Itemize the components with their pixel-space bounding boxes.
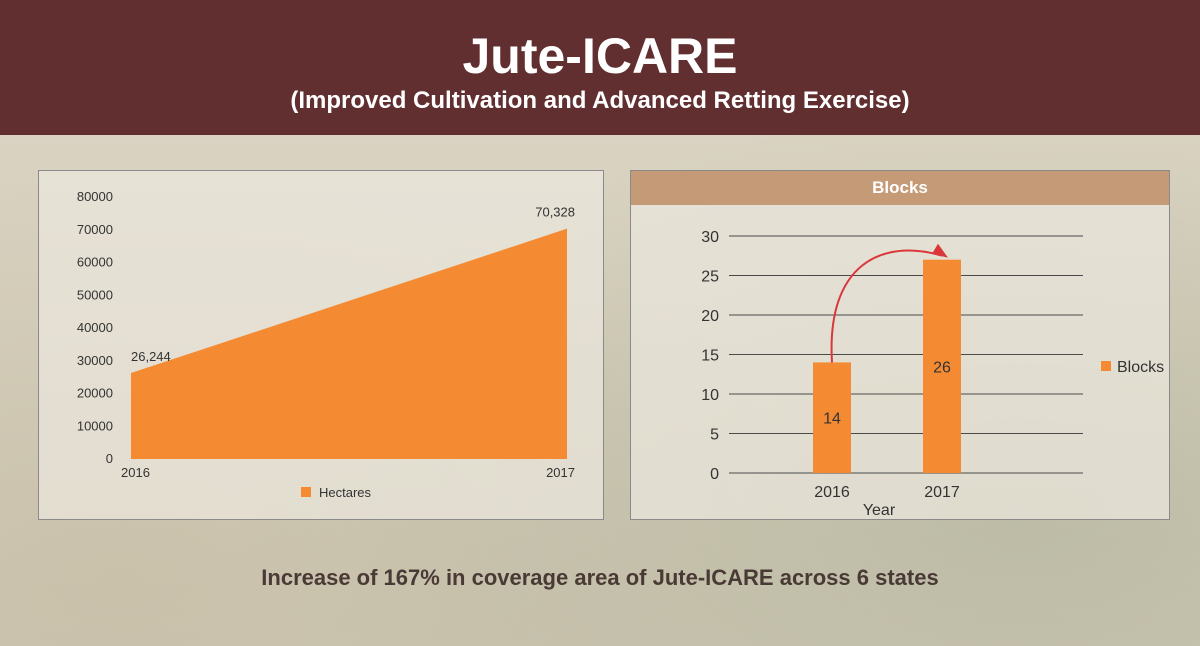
blocks-chart-title: Blocks xyxy=(631,171,1169,205)
data-label: 26,244 xyxy=(131,349,171,364)
x-tick-label: 2017 xyxy=(546,465,575,480)
y-tick-label: 15 xyxy=(701,348,719,365)
coverage-caption: Increase of 167% in coverage area of Jut… xyxy=(261,565,939,590)
legend-label: Blocks xyxy=(1117,359,1164,376)
y-tick-label: 0 xyxy=(710,466,719,483)
y-tick-label: 50000 xyxy=(77,287,113,302)
legend-swatch xyxy=(1101,361,1111,371)
y-tick-label: 0 xyxy=(106,451,113,466)
y-tick-label: 10 xyxy=(701,387,719,404)
x-axis-title: Year xyxy=(863,502,896,519)
y-tick-label: 10000 xyxy=(77,418,113,433)
y-tick-label: 30000 xyxy=(77,353,113,368)
blocks-chart-panel: 0 5 10 15 20 25 30 14 2016 26 2017 Year Blocks Block… xyxy=(630,170,1170,520)
blocks-bar-chart: 0 5 10 15 20 25 30 14 2016 26 2017 Year Blocks xyxy=(701,229,1164,519)
y-tick-label: 25 xyxy=(701,269,719,286)
header-banner: Jute-ICARE (Improved Cultivation and Adv… xyxy=(0,0,1200,135)
legend-label: Hectares xyxy=(319,485,372,500)
y-tick-label: 60000 xyxy=(77,255,113,270)
hectares-area-chart: 0 10000 20000 30000 40000 50000 60000 70000 8000… xyxy=(77,189,575,500)
y-tick-label: 70000 xyxy=(77,222,113,237)
legend-swatch xyxy=(301,487,311,497)
x-tick-label: 2016 xyxy=(121,465,150,480)
x-tick-label: 2016 xyxy=(814,484,850,501)
hectares-chart-panel: 0 10000 20000 30000 40000 50000 60000 70000 8000… xyxy=(38,170,604,520)
y-tick-label: 20 xyxy=(701,308,719,325)
data-label: 70,328 xyxy=(535,205,575,220)
y-tick-label: 5 xyxy=(710,427,719,444)
bar-2016 xyxy=(813,362,851,473)
y-tick-label: 40000 xyxy=(77,320,113,335)
growth-arrowhead xyxy=(932,243,948,258)
y-tick-label: 30 xyxy=(701,229,719,246)
x-tick-label: 2017 xyxy=(924,484,960,501)
y-tick-label: 20000 xyxy=(77,386,113,401)
growth-arrow xyxy=(830,249,943,363)
page-title: Jute-ICARE xyxy=(462,28,738,84)
page-subtitle: (Improved Cultivation and Advanced Retti… xyxy=(290,87,910,114)
bar-2017 xyxy=(923,259,961,473)
bar-data-label: 14 xyxy=(823,411,841,428)
y-tick-label: 80000 xyxy=(77,189,113,204)
bar-data-label: 26 xyxy=(933,359,951,376)
hectares-area xyxy=(131,228,567,459)
